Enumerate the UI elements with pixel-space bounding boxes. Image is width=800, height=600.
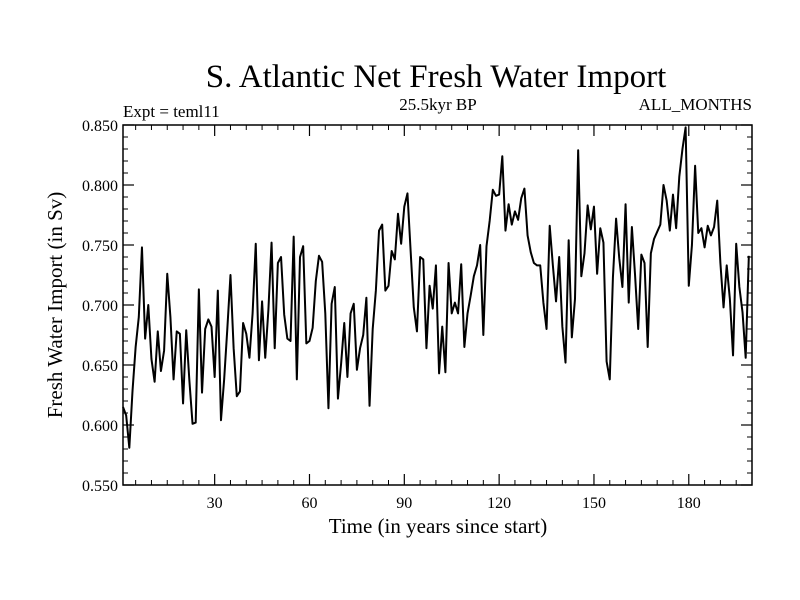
series-line [122, 126, 750, 449]
x-tick-label: 90 [396, 495, 412, 512]
experiment-label: Expt = teml11 [123, 102, 220, 121]
x-tick-label: 120 [487, 495, 511, 512]
x-axis-label: Time (in years since start) [329, 514, 548, 538]
y-axis-label: Fresh Water Import (in Sv) [43, 192, 67, 419]
y-tick-label: 0.750 [82, 238, 118, 255]
y-tick-label: 0.600 [82, 418, 118, 435]
axis-ticks [123, 124, 752, 486]
chart-title: S. Atlantic Net Fresh Water Import [206, 59, 667, 95]
y-tick-label: 0.700 [82, 298, 118, 315]
y-tick-label: 0.800 [82, 178, 118, 195]
y-tick-label: 0.650 [82, 358, 118, 375]
x-tick-label: 180 [677, 495, 701, 512]
months-label: ALL_MONTHS [639, 95, 752, 114]
axis-tick-labels: 0.550 0.600 0.650 0.700 0.750 0.800 0.850 30 60 9… [82, 118, 701, 512]
x-tick-label: 30 [207, 495, 223, 512]
plot-frame [122, 124, 753, 486]
period-label: 25.5kyr BP [399, 95, 476, 114]
x-tick-label: 60 [301, 495, 317, 512]
y-tick-label: 0.850 [82, 118, 118, 135]
x-tick-label: 150 [582, 495, 606, 512]
y-tick-label: 0.550 [82, 478, 118, 495]
